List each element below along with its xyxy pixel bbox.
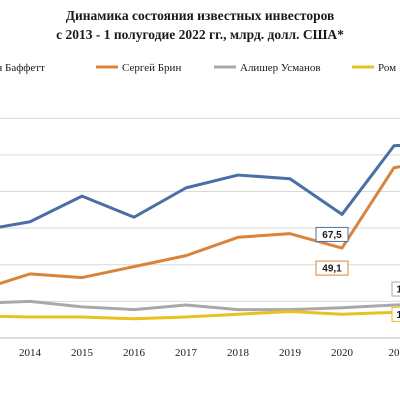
data-label: 49,1 xyxy=(322,264,342,275)
chart-subtitle: с 2013 - 1 полугодие 2022 гг., млрд. дол… xyxy=(56,27,344,42)
chart-title: Динамика состояния известных инвесторов xyxy=(65,8,335,23)
legend-label-2: Алишер Усманов xyxy=(240,62,321,74)
x-tick-label: 2020 xyxy=(331,347,354,359)
data-label: 18 xyxy=(396,285,400,296)
x-tick-label: 2018 xyxy=(227,347,250,359)
series-line-2 xyxy=(0,299,400,312)
series-line-1 xyxy=(0,165,400,286)
legend-label-1: Сергей Брин xyxy=(122,62,181,74)
series-line-0 xyxy=(0,143,400,229)
data-label-box xyxy=(391,306,400,322)
legend-label-0: рен Баффетт xyxy=(0,62,45,74)
series-line-3 xyxy=(0,309,400,321)
data-label-box xyxy=(315,260,349,276)
data-label: 14 xyxy=(396,310,400,321)
x-tick-label: 2019 xyxy=(279,347,302,359)
data-label-box xyxy=(391,281,400,297)
x-tick-label: 20 xyxy=(389,347,400,359)
x-tick-label: 2015 xyxy=(71,347,94,359)
x-tick-label: 2017 xyxy=(175,347,198,359)
data-label: 67,5 xyxy=(322,230,342,241)
x-tick-label: 2016 xyxy=(123,347,146,359)
x-tick-label: 2014 xyxy=(19,347,42,359)
data-label-box xyxy=(315,226,349,242)
legend-label-3: Ром xyxy=(378,62,396,74)
